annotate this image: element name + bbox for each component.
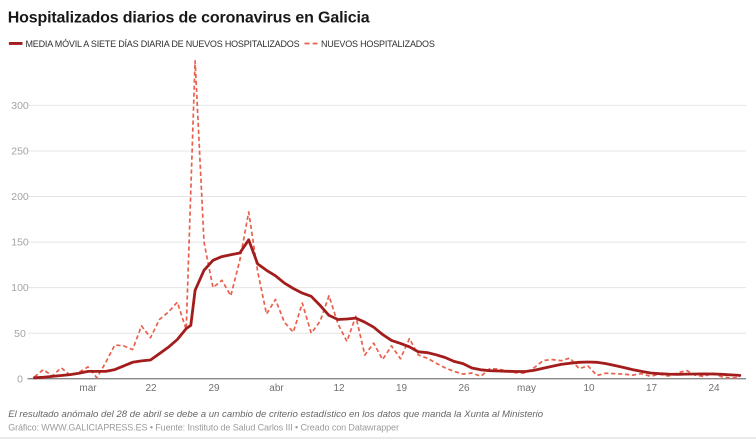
svg-text:Hospitalizados diarios de coro: Hospitalizados diarios de coronavirus en… <box>8 10 370 27</box>
svg-text:50: 50 <box>14 328 26 340</box>
svg-text:29: 29 <box>208 383 220 394</box>
svg-text:may: may <box>517 383 536 394</box>
svg-text:300: 300 <box>11 100 29 112</box>
svg-text:0: 0 <box>17 373 23 385</box>
svg-text:abr: abr <box>269 383 284 394</box>
svg-text:NUEVOS HOSPITALIZADOS: NUEVOS HOSPITALIZADOS <box>321 39 435 49</box>
svg-text:12: 12 <box>333 383 345 394</box>
svg-text:10: 10 <box>583 383 595 394</box>
svg-text:24: 24 <box>708 383 720 394</box>
svg-text:mar: mar <box>79 383 97 394</box>
svg-text:150: 150 <box>11 237 29 249</box>
svg-text:22: 22 <box>145 383 157 394</box>
svg-text:100: 100 <box>11 282 29 294</box>
svg-text:200: 200 <box>11 191 29 203</box>
svg-text:MEDIA MÓVIL A SIETE DÍAS DIARI: MEDIA MÓVIL A SIETE DÍAS DIARIA DE NUEVO… <box>26 39 300 49</box>
svg-text:250: 250 <box>11 146 29 158</box>
svg-text:17: 17 <box>646 383 658 394</box>
svg-text:Gráfico: WWW.GALICIAPRESS.ES •: Gráfico: WWW.GALICIAPRESS.ES • Fuente: I… <box>8 423 399 433</box>
svg-text:19: 19 <box>396 383 408 394</box>
svg-text:El resultado anómalo del 28 de: El resultado anómalo del 28 de abril se … <box>8 409 544 420</box>
svg-text:26: 26 <box>458 383 470 394</box>
